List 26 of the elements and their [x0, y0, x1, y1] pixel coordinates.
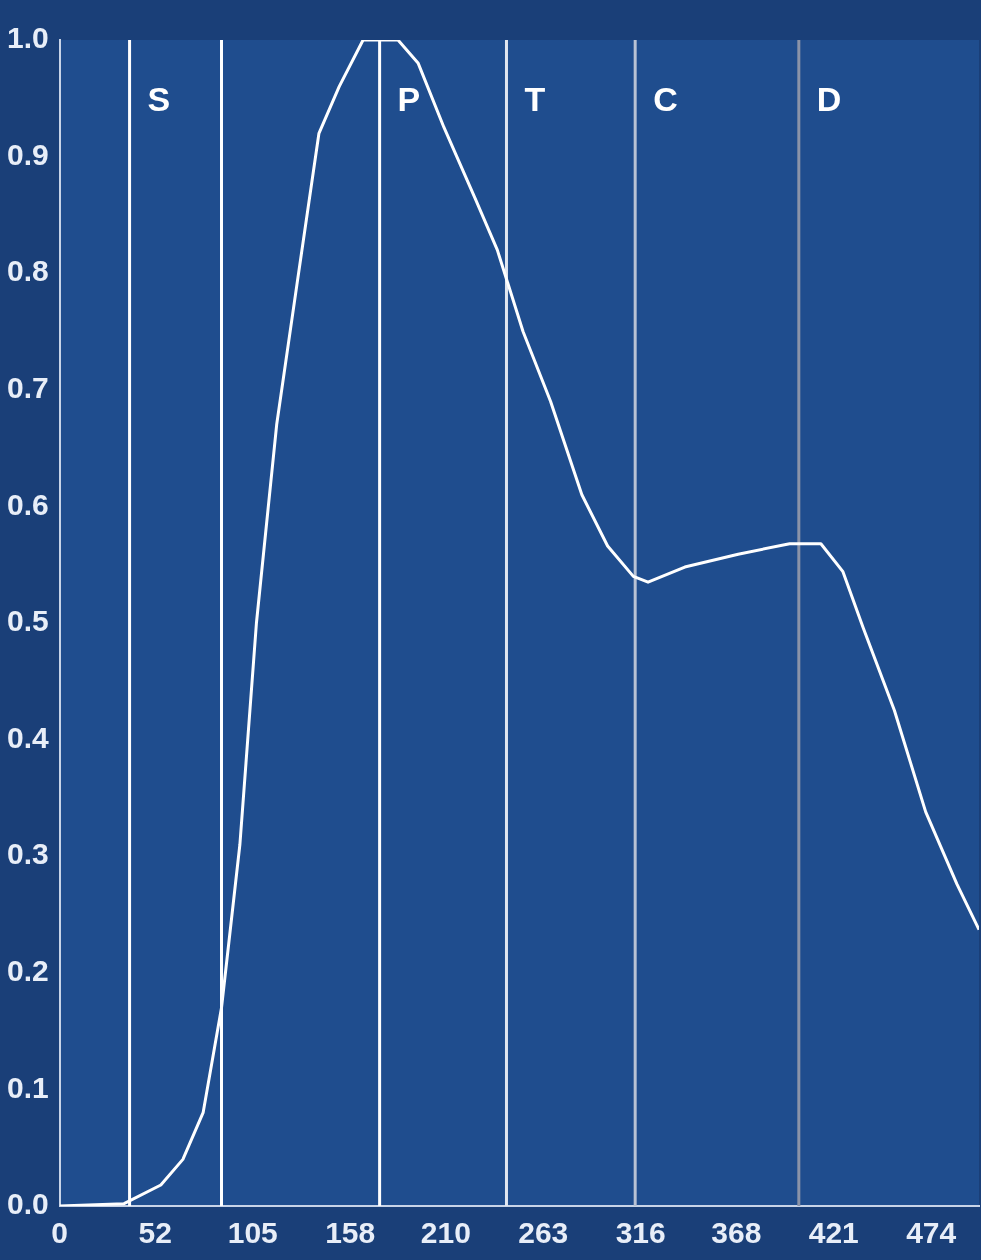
x-tick-label: 474	[906, 1216, 957, 1250]
x-tick-label: 105	[227, 1216, 278, 1250]
x-tick-label: 316	[615, 1216, 666, 1250]
x-tick-label: 210	[420, 1216, 471, 1250]
y-tick-label: 0.6	[6, 487, 49, 521]
y-tick-label: 0.4	[6, 720, 49, 754]
y-tick-label: 0.7	[6, 371, 49, 405]
ref-line-label: P	[397, 80, 421, 119]
x-tick-label: 263	[518, 1216, 569, 1250]
ref-line-label: D	[816, 80, 842, 119]
y-tick-label: 0.5	[6, 604, 49, 638]
y-tick-label: 0.2	[6, 954, 49, 988]
y-tick-label: 0.8	[6, 254, 49, 288]
y-tick-label: 0.1	[6, 1070, 49, 1104]
y-tick-label: 0.9	[6, 137, 49, 171]
x-tick-label: 421	[808, 1216, 859, 1250]
x-tick-label: 158	[325, 1216, 376, 1250]
ref-line-label: T	[524, 80, 546, 119]
y-tick-label: 0.0	[6, 1187, 49, 1221]
x-tick-label: 368	[711, 1216, 762, 1250]
ref-line-label: S	[147, 80, 171, 119]
ref-line-label: C	[653, 80, 678, 119]
x-tick-label: 52	[138, 1216, 172, 1250]
y-tick-label: 1.0	[6, 21, 49, 55]
y-tick-label: 0.3	[6, 837, 49, 871]
x-tick-label: 0	[51, 1216, 69, 1250]
